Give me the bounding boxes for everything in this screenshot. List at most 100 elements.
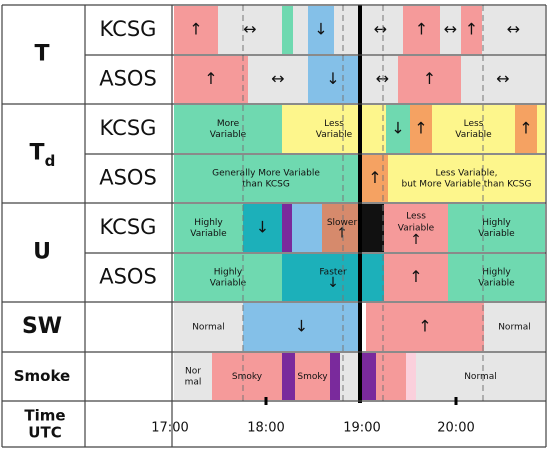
period-label: Normal bbox=[498, 323, 531, 333]
period-block bbox=[406, 353, 416, 400]
period-block bbox=[243, 303, 360, 351]
period-block bbox=[282, 105, 386, 153]
period-label: ↑ bbox=[368, 168, 381, 187]
period-block bbox=[334, 6, 358, 54]
period-label: Highly bbox=[482, 218, 511, 228]
period-block bbox=[174, 56, 248, 103]
group-label: U bbox=[33, 240, 51, 265]
period-label: Variable bbox=[210, 130, 247, 140]
period-label: Highly bbox=[194, 218, 223, 228]
period-label: Less Variable, bbox=[436, 169, 498, 179]
period-block bbox=[461, 56, 545, 103]
period-label: ↑ bbox=[409, 267, 422, 286]
period-label: Variable bbox=[478, 229, 515, 239]
period-label: Less bbox=[406, 212, 426, 222]
period-block bbox=[482, 6, 545, 54]
period-block bbox=[292, 204, 322, 252]
period-block bbox=[386, 105, 410, 153]
period-block bbox=[388, 155, 545, 202]
period-block bbox=[293, 6, 308, 54]
period-label: but More Variable than KCSG bbox=[402, 180, 532, 190]
period-block bbox=[174, 105, 282, 153]
period-label: ↑ bbox=[418, 317, 431, 336]
period-label: ↑ bbox=[519, 119, 532, 138]
period-block bbox=[537, 105, 545, 153]
time-label: UTC bbox=[28, 424, 61, 442]
period-label: ↔ bbox=[374, 20, 387, 39]
station-label: KCSG bbox=[100, 116, 157, 140]
period-label: ↔ bbox=[496, 69, 509, 88]
period-label: Smoky bbox=[232, 372, 263, 382]
period-label: ↑ bbox=[423, 69, 436, 88]
period-block bbox=[212, 353, 282, 400]
period-label: Less bbox=[464, 119, 484, 129]
period-label: ↓ bbox=[314, 20, 327, 39]
period-block bbox=[515, 105, 537, 153]
period-label: ↑ bbox=[415, 20, 428, 39]
period-label: Variable bbox=[210, 279, 247, 289]
group-label: T bbox=[34, 42, 49, 67]
period-block bbox=[282, 204, 292, 252]
station-label: ASOS bbox=[99, 265, 157, 289]
period-label: ↔ bbox=[243, 20, 256, 39]
station-label: ASOS bbox=[99, 166, 157, 190]
period-label: Variable bbox=[190, 229, 227, 239]
period-block bbox=[484, 303, 545, 351]
period-label: ↑ bbox=[465, 20, 478, 39]
period-label: More bbox=[217, 119, 240, 129]
period-block bbox=[410, 105, 432, 153]
group-label-sub: d bbox=[45, 152, 56, 170]
period-label: Variable bbox=[398, 224, 435, 234]
period-block bbox=[308, 6, 334, 54]
group-label: T bbox=[29, 141, 44, 166]
period-label: ↓ bbox=[295, 317, 308, 336]
period-block bbox=[330, 353, 340, 400]
period-block bbox=[295, 353, 330, 400]
period-block bbox=[340, 353, 362, 400]
time-label: Time bbox=[24, 407, 65, 425]
period-block bbox=[432, 105, 515, 153]
period-block bbox=[362, 155, 388, 202]
period-block bbox=[308, 56, 358, 103]
time-tick-label: 17:00 bbox=[151, 421, 188, 436]
period-block bbox=[174, 303, 243, 351]
period-label: ↑ bbox=[189, 20, 202, 39]
period-block bbox=[282, 6, 293, 54]
station-label: KCSG bbox=[100, 215, 157, 239]
period-block bbox=[243, 204, 282, 252]
period-block bbox=[362, 204, 384, 252]
period-label: Faster bbox=[319, 268, 347, 278]
period-block bbox=[384, 254, 448, 301]
period-label: ↑ bbox=[336, 226, 348, 242]
station-label: KCSG bbox=[100, 17, 157, 41]
period-block bbox=[362, 353, 376, 400]
time-tick-label: 20:00 bbox=[437, 421, 474, 436]
period-block bbox=[398, 56, 461, 103]
period-block bbox=[461, 6, 482, 54]
station-label: ASOS bbox=[99, 67, 157, 91]
time-tick-label: 19:00 bbox=[343, 421, 380, 436]
period-label: Normal bbox=[464, 372, 497, 382]
period-label: ↑ bbox=[410, 232, 422, 248]
period-label: Highly bbox=[214, 268, 243, 278]
period-block bbox=[358, 6, 403, 54]
period-label: ↔ bbox=[444, 20, 457, 39]
period-label: Highly bbox=[482, 268, 511, 278]
period-block bbox=[174, 6, 218, 54]
period-label: mal bbox=[185, 378, 202, 388]
period-label: ↓ bbox=[256, 218, 269, 237]
period-block bbox=[174, 204, 243, 252]
period-label: ↔ bbox=[507, 20, 520, 39]
period-block bbox=[218, 6, 282, 54]
period-label: Variable bbox=[478, 279, 515, 289]
period-label: ↑ bbox=[414, 119, 427, 138]
period-label: Variable bbox=[316, 130, 353, 140]
period-label: ↓ bbox=[327, 275, 339, 291]
group-label: SW bbox=[22, 314, 62, 339]
period-label: Normal bbox=[192, 323, 225, 333]
period-block bbox=[248, 56, 308, 103]
period-block bbox=[403, 6, 440, 54]
period-label: Variable bbox=[455, 130, 492, 140]
period-block bbox=[282, 254, 384, 301]
